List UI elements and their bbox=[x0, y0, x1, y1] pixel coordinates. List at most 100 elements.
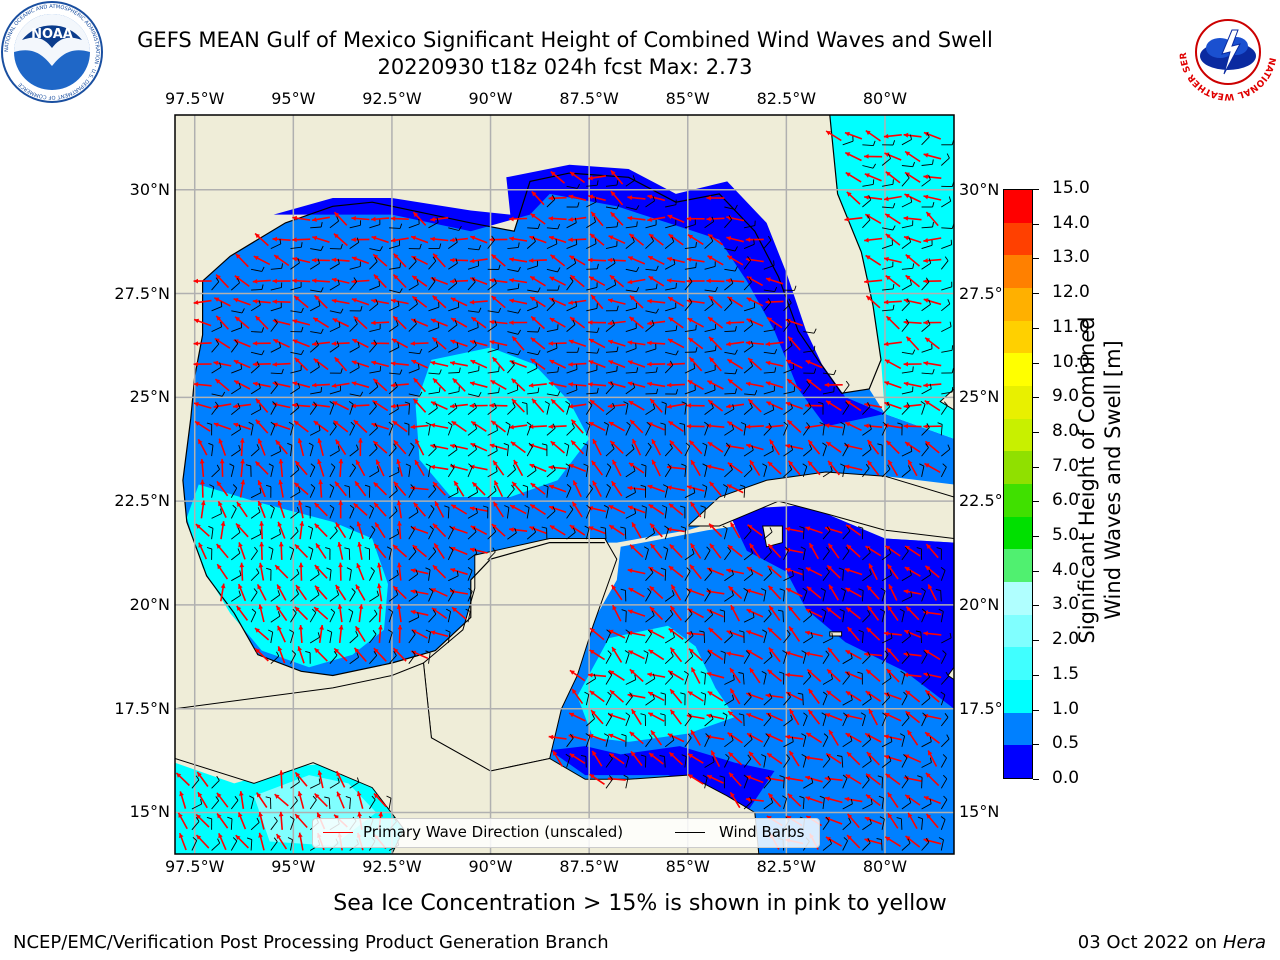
wind-barb bbox=[566, 185, 578, 189]
wave-arrow-head bbox=[277, 646, 283, 652]
wind-barb bbox=[645, 507, 647, 519]
wave-arrow-head bbox=[787, 793, 793, 799]
wave-arrow-head bbox=[627, 485, 633, 491]
wave-arrow-head bbox=[371, 340, 376, 346]
wave-arrow-head bbox=[628, 588, 634, 593]
wind-barb-feather bbox=[572, 527, 576, 533]
wind-barb-feather bbox=[249, 795, 254, 799]
wave-arrow-head bbox=[828, 543, 833, 549]
wave-arrow-head bbox=[727, 359, 733, 364]
wind-barb bbox=[428, 489, 437, 498]
wind-barb-feather bbox=[375, 299, 379, 305]
wave-arrow-head bbox=[335, 584, 341, 590]
wind-barb bbox=[881, 552, 892, 561]
wind-barb bbox=[941, 200, 951, 208]
wave-arrow-head bbox=[887, 792, 893, 798]
wind-barb bbox=[408, 487, 415, 498]
lon-tick-top: 92.5°W bbox=[362, 89, 422, 108]
wave-arrow-head bbox=[647, 217, 653, 222]
wind-barb bbox=[783, 345, 793, 353]
wind-barb-feather bbox=[704, 421, 709, 426]
wind-barb bbox=[901, 574, 912, 582]
wave-arrow-head bbox=[785, 401, 791, 407]
wind-barb bbox=[803, 448, 812, 457]
wave-arrow-head bbox=[568, 237, 573, 243]
wave-arrow-head bbox=[197, 772, 202, 777]
wave-arrow-head bbox=[590, 628, 595, 633]
wind-barb bbox=[783, 390, 795, 395]
wave-arrow-head bbox=[258, 812, 263, 817]
wind-barb bbox=[527, 289, 539, 293]
wind-barb bbox=[664, 486, 669, 498]
wave-arrow-head bbox=[240, 458, 245, 464]
wind-barb-feather bbox=[344, 485, 350, 488]
wind-barb bbox=[803, 782, 814, 789]
wind-barb-feather bbox=[439, 243, 442, 249]
wave-arrow-head bbox=[632, 522, 637, 528]
wind-barb-feather bbox=[646, 421, 651, 426]
wind-barb bbox=[329, 655, 338, 664]
wind-barb-feather bbox=[374, 443, 378, 449]
wind-barb bbox=[270, 267, 282, 270]
wind-barb bbox=[743, 573, 754, 582]
wind-barb-feather bbox=[892, 225, 896, 231]
wind-barb-feather bbox=[655, 367, 658, 373]
wind-barb bbox=[349, 346, 360, 353]
wave-arrow-head bbox=[706, 278, 711, 284]
wind-barb-feather bbox=[750, 548, 754, 554]
wind-barb-feather bbox=[537, 387, 540, 393]
wave-arrow-head bbox=[805, 775, 811, 781]
wind-barb-feather bbox=[738, 713, 744, 716]
mexico-coastline bbox=[182, 281, 605, 677]
wind-barb-feather bbox=[784, 546, 789, 551]
wind-barb-feather bbox=[695, 324, 697, 330]
wave-arrow-head bbox=[396, 500, 402, 506]
wind-barb bbox=[566, 243, 577, 250]
wind-barb-feather bbox=[830, 673, 833, 680]
wave-arrow-head bbox=[569, 712, 575, 718]
wave-arrow-head bbox=[608, 360, 614, 365]
wave-arrow-head bbox=[888, 460, 893, 466]
wave-arrow-head bbox=[233, 422, 239, 428]
wind-barb-feather bbox=[777, 609, 783, 612]
wave-arrow-head bbox=[314, 295, 320, 301]
wind-barb bbox=[783, 322, 791, 332]
wave-arrow-head bbox=[805, 526, 811, 531]
wind-barb bbox=[526, 531, 536, 540]
wave-arrow-head bbox=[573, 480, 578, 486]
wave-arrow-head bbox=[765, 299, 770, 305]
wind-barb-feather bbox=[555, 238, 558, 244]
wind-barb-feather bbox=[593, 216, 597, 223]
wave-arrow-head bbox=[588, 360, 594, 365]
map-legend: Primary Wave Direction (unscaled) Wind B… bbox=[312, 818, 820, 848]
wind-barb bbox=[605, 674, 613, 685]
wave-arrow-head bbox=[275, 440, 281, 446]
wave-arrow-head bbox=[491, 524, 497, 529]
wind-barb bbox=[822, 391, 834, 395]
wind-barb-feather bbox=[843, 712, 848, 717]
wind-barb-feather bbox=[738, 672, 744, 674]
wind-barb-feather bbox=[354, 319, 358, 325]
wind-barb bbox=[625, 206, 637, 211]
wave-arrow-head bbox=[923, 796, 929, 801]
colorbar-tick bbox=[1033, 674, 1039, 676]
wave-arrow-head bbox=[255, 628, 260, 633]
wind-barb bbox=[783, 590, 785, 602]
wave-arrow-head bbox=[509, 257, 514, 262]
lon-tick-bottom: 82.5°W bbox=[756, 857, 817, 876]
wave-arrow-head bbox=[378, 811, 384, 817]
wind-barb bbox=[467, 248, 479, 251]
wind-barb bbox=[862, 467, 870, 478]
wave-arrow-head bbox=[647, 672, 653, 677]
wave-arrow-head bbox=[312, 341, 317, 347]
wind-barb bbox=[921, 136, 930, 146]
wind-barb-feather bbox=[419, 243, 422, 249]
wave-arrow-head bbox=[845, 400, 851, 405]
wave-arrow-head bbox=[509, 216, 514, 222]
wave-arrow-head bbox=[769, 439, 775, 445]
wave-arrow-head bbox=[745, 237, 751, 242]
wind-barb bbox=[684, 570, 691, 581]
wave-arrow-head bbox=[805, 567, 811, 572]
lon-tick-bottom: 97.5°W bbox=[164, 857, 225, 876]
wave-arrow-head bbox=[530, 296, 536, 302]
